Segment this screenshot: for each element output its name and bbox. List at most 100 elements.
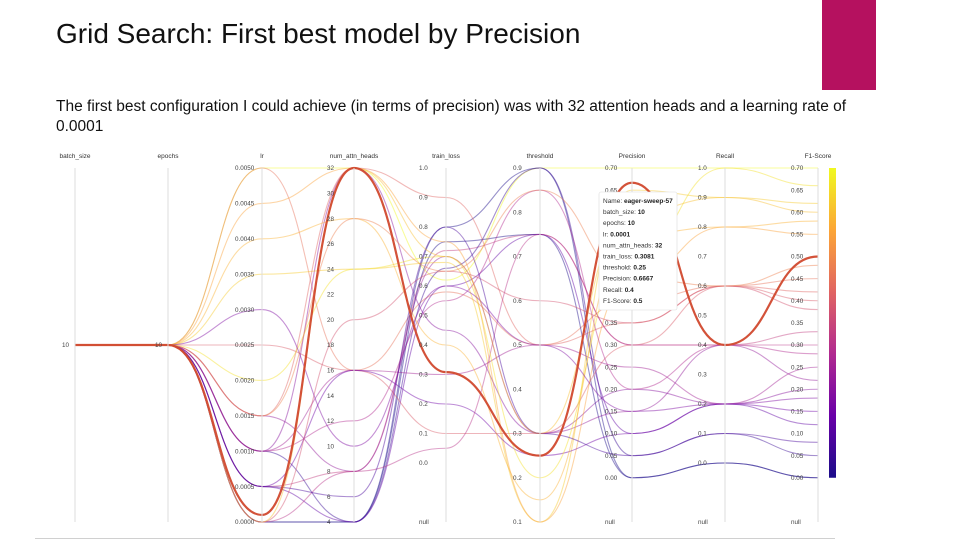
axis-tick-label: 0.0030 <box>235 307 255 314</box>
run-line[interactable] <box>75 344 819 488</box>
axis-tick-label: 0.0010 <box>235 448 255 455</box>
axis-num_attn_heads: num_attn_heads 32 30 28 26 24 22 20 18 16 14 12 10 8 6… <box>327 153 379 526</box>
axis-tick-label: 0.50 <box>791 254 804 261</box>
axis-tick-label: 0.6 <box>419 283 428 290</box>
axis-tick-label: 0.35 <box>791 320 804 327</box>
axis-tick-label: 0.3 <box>419 372 428 379</box>
axis-tick-label: 0.3 <box>698 372 707 379</box>
axis-tick-label: 8 <box>327 469 331 476</box>
slide-subtitle: The first best configuration I could ach… <box>56 98 847 135</box>
run-line[interactable] <box>75 233 819 523</box>
tooltip-row: lr: 0.0001 <box>603 231 631 238</box>
axis-tick-label: 0.65 <box>791 187 804 194</box>
axis-title: Recall <box>716 153 735 160</box>
axis-tick-label: 26 <box>327 241 335 248</box>
axis-tick-label: 0.0045 <box>235 201 255 208</box>
axis-lr: lr 0.0050 0.0045 0.0040 0.0035 0.0030 0.0025 0.… <box>235 153 265 526</box>
axis-tick-label: 18 <box>327 342 335 349</box>
axis-tick-label: 0.9 <box>419 195 428 202</box>
axis-tick-label: 0.10 <box>605 431 618 438</box>
colorbar <box>829 168 836 478</box>
axis-tick-label: 0.8 <box>513 209 522 216</box>
axis-tick-label: 0.0 <box>419 460 428 467</box>
axis-tick-label: 0.05 <box>605 453 618 460</box>
run-line[interactable] <box>75 167 818 346</box>
run-tooltip: Name: eager-sweep-57 batch_size: 10 epochs… <box>598 191 678 311</box>
axis-tick-label: 0.2 <box>513 475 522 482</box>
axis-tick-label: 0.55 <box>791 232 804 239</box>
tooltip-row: Name: eager-sweep-57 <box>603 198 673 205</box>
axis-title: train_loss <box>432 153 461 160</box>
tooltip-row: Recall: 0.4 <box>603 287 634 294</box>
axis-tick-label: 0.9 <box>698 195 707 202</box>
axis-tick-label: 0.20 <box>791 386 804 393</box>
axis-tick-label: 0.25 <box>605 364 618 371</box>
axis-tick-label: 30 <box>327 190 335 197</box>
axis-tick-label: 0.40 <box>791 298 804 305</box>
axis-train_loss: train_loss 1.0 0.9 0.8 0.7 0.6 0.5 0.4 0.3 0.2 0.1… <box>419 153 461 526</box>
axis-tick-label: 0.00 <box>791 475 804 482</box>
axis-tick-label: 0.00 <box>605 475 618 482</box>
tooltip-row: num_attn_heads: 32 <box>603 242 663 249</box>
axis-title: num_attn_heads <box>330 153 379 160</box>
run-line[interactable] <box>75 285 819 447</box>
axis-tick-label: 0.0015 <box>235 413 255 420</box>
axis-tick-label: 0.7 <box>698 254 707 261</box>
axis-tick-label: 24 <box>327 266 335 273</box>
axis-title: epochs <box>158 153 180 160</box>
axis-tick-label: 0.25 <box>791 364 804 371</box>
axis-tick-label: 28 <box>327 216 335 223</box>
axis-tick-label: 10 <box>155 342 163 349</box>
axis-tick-label: 0.7 <box>513 254 522 261</box>
axis-epochs: epochs 10 <box>155 153 179 522</box>
axis-tick-label: 0.60 <box>791 209 804 216</box>
axis-tick-label: 0.15 <box>791 409 804 416</box>
run-line[interactable] <box>75 233 819 488</box>
axis-tick-label: 0.30 <box>791 342 804 349</box>
slide-title: Grid Search: First best model by Precisi… <box>56 18 581 49</box>
axis-tick-label: 0.0020 <box>235 378 255 385</box>
axis-tick-label: 0.2 <box>419 401 428 408</box>
axis-tick-label: 12 <box>327 418 335 425</box>
tooltip-row: Precision: 0.6667 <box>603 276 654 283</box>
axis-tick-label: null <box>791 519 801 526</box>
run-line[interactable] <box>75 226 819 498</box>
axis-tick-label: 0.5 <box>419 313 428 320</box>
axis-tick-label: 0.0040 <box>235 236 255 243</box>
axis-tick-label: 0.1 <box>698 431 707 438</box>
axis-tick-label: 0.5 <box>513 342 522 349</box>
axis-tick-label: 0.9 <box>513 165 522 172</box>
run-line[interactable] <box>75 167 819 452</box>
axis-tick-label: 0.0 <box>698 460 707 467</box>
axis-tick-label: 0.0000 <box>235 519 255 526</box>
run-line[interactable] <box>75 285 819 435</box>
axis-tick-label: 0.30 <box>605 342 618 349</box>
axis-tick-label: null <box>698 519 708 526</box>
axis-tick-label: 0.0035 <box>235 271 255 278</box>
axis-tick-label: 16 <box>327 367 335 374</box>
axis-tick-label: 1.0 <box>419 165 428 172</box>
axis-tick-label: 14 <box>327 393 335 400</box>
tooltip-row: epochs: 10 <box>603 220 635 227</box>
axis-title: batch_size <box>59 153 90 160</box>
axis-tick-label: 0.5 <box>698 313 707 320</box>
axis-tick-label: 0.6 <box>513 298 522 305</box>
axis-tick-label: 10 <box>327 443 335 450</box>
run-line[interactable] <box>75 167 819 479</box>
axis-tick-label: 0.15 <box>605 409 618 416</box>
axis-tick-label: 0.0005 <box>235 484 255 491</box>
parallel-coordinates-chart: batch_size10epochs10lr0.00500.00450.0040… <box>59 153 836 526</box>
axis-tick-label: 0.4 <box>698 342 707 349</box>
axis-tick-label: 0.2 <box>698 401 707 408</box>
axes: batch_size10epochs10lr0.00500.00450.0040… <box>59 153 831 526</box>
run-line[interactable] <box>75 189 819 452</box>
axis-tick-label: 0.70 <box>791 165 804 172</box>
axis-tick-label: 0.20 <box>605 386 618 393</box>
axis-tick-label: 0.7 <box>419 254 428 261</box>
axis-recall: Recall 1.0 0.9 0.8 0.7 0.6 0.5 0.4 0.3 0.2 0.1 0.0 n… <box>698 153 735 526</box>
axis-threshold: threshold 0.9 0.8 0.7 0.6 0.5 0.4 0.3 0.2 0.1 <box>513 153 554 526</box>
axis-tick-label: 4 <box>327 519 331 526</box>
axis-tick-label: 0.35 <box>605 320 618 327</box>
tooltip-row: threshold: 0.25 <box>603 265 646 272</box>
